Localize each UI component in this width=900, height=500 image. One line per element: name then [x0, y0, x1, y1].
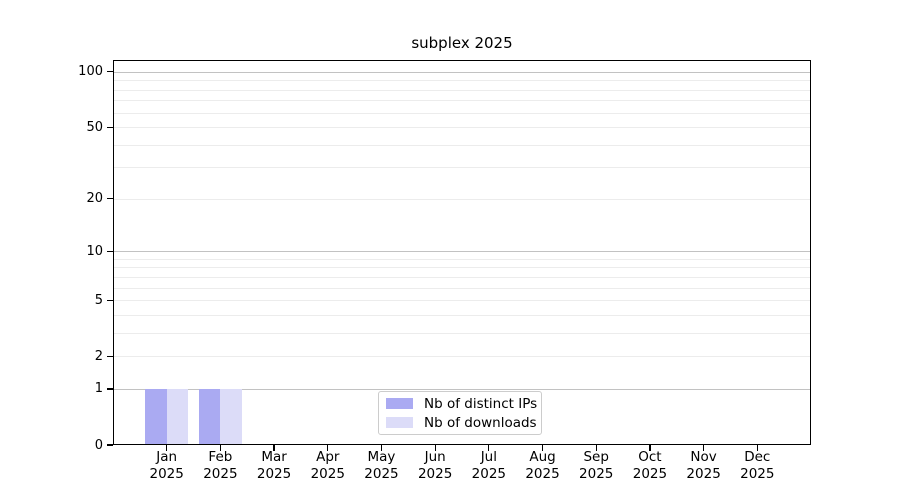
x-tick-mark	[541, 445, 544, 451]
x-tick-label: Jul 2025	[471, 449, 507, 482]
y-tick-mark	[107, 444, 113, 446]
y-tick-mark	[107, 355, 113, 357]
bar-distinct-ips	[145, 388, 167, 445]
y-tick-mark	[107, 126, 113, 128]
x-tick-label: Feb 2025	[203, 449, 238, 482]
legend-swatch-distinct-ips	[386, 398, 413, 409]
gridline-minor	[113, 300, 811, 302]
x-tick-label: May 2025	[364, 449, 399, 482]
bar-downloads	[220, 388, 242, 445]
gridline-minor	[113, 276, 811, 278]
gridline-minor	[113, 100, 811, 102]
x-tick-label: Oct 2025	[632, 449, 668, 482]
gridline-minor	[113, 258, 811, 260]
gridline-major	[113, 251, 811, 253]
legend-item: Nb of distinct IPs	[386, 396, 537, 412]
chart-title: subplex 2025	[411, 34, 513, 52]
gridline-major	[113, 71, 811, 73]
legend-label-downloads: Nb of downloads	[424, 414, 537, 431]
gridline-minor	[113, 314, 811, 316]
x-tick-mark	[649, 445, 651, 451]
x-tick-mark	[380, 445, 383, 451]
x-tick-label: Jun 2025	[417, 449, 453, 482]
y-tick-label: 50	[86, 119, 103, 135]
gridline-minor	[113, 112, 811, 114]
y-tick-label: 0	[94, 437, 103, 453]
y-tick-label: 10	[86, 243, 103, 259]
x-tick-mark	[703, 445, 705, 451]
y-tick-mark	[107, 388, 113, 390]
y-tick-mark	[107, 71, 113, 73]
plot-area	[113, 60, 811, 445]
x-tick-label: Aug 2025	[525, 449, 560, 482]
y-tick-label: 1	[94, 381, 103, 397]
y-tick-label: 2	[94, 348, 103, 364]
legend-label-distinct-ips: Nb of distinct IPs	[424, 395, 538, 412]
gridline-minor	[113, 144, 811, 146]
gridline-minor	[113, 127, 811, 129]
x-tick-mark	[434, 445, 436, 451]
gridline-minor	[113, 332, 811, 334]
gridline-minor	[113, 287, 811, 289]
gridline-minor	[113, 356, 811, 358]
gridline-major	[113, 388, 811, 390]
gridline-minor	[113, 80, 811, 82]
x-tick-mark	[219, 445, 221, 451]
y-tick-label: 5	[94, 292, 103, 308]
x-tick-label: Nov 2025	[686, 449, 721, 482]
y-tick-label: 20	[86, 191, 103, 207]
y-tick-mark	[107, 250, 113, 252]
gridline-minor	[113, 267, 811, 269]
legend: Nb of distinct IPs Nb of downloads	[378, 391, 542, 435]
x-tick-label: Dec 2025	[740, 449, 775, 482]
x-tick-label: Jan 2025	[149, 449, 184, 482]
x-tick-label: Mar 2025	[256, 449, 292, 482]
x-tick-mark	[595, 445, 597, 451]
x-tick-mark	[166, 445, 168, 451]
x-tick-mark	[756, 445, 758, 451]
y-tick-mark	[107, 198, 113, 200]
x-tick-mark	[488, 445, 490, 451]
x-tick-mark	[327, 445, 329, 451]
y-tick-label: 100	[78, 64, 103, 80]
gridline-minor	[113, 198, 811, 200]
x-tick-mark	[273, 445, 275, 451]
legend-item: Nb of downloads	[386, 415, 537, 431]
y-tick-mark	[107, 299, 113, 301]
bar-distinct-ips	[198, 388, 221, 445]
x-tick-label: Sep 2025	[579, 449, 614, 482]
x-tick-label: Apr 2025	[310, 449, 345, 482]
gridline-minor	[113, 167, 811, 169]
bar-downloads	[166, 388, 189, 445]
gridline-minor	[113, 89, 811, 91]
legend-swatch-downloads	[386, 417, 413, 428]
